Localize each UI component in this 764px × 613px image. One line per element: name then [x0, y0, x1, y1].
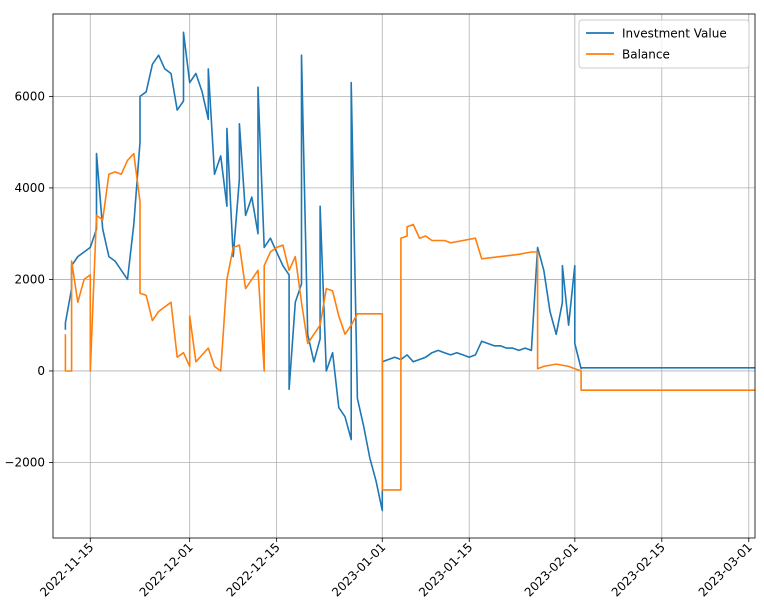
x-tick-label-0: 2022-11-15: [37, 540, 96, 599]
series-line-balance: [64, 152, 755, 491]
x-tick-label-4: 2023-01-15: [416, 540, 475, 599]
y-tick-label-1: 0: [37, 364, 45, 378]
y-tick-label-4: 6000: [14, 89, 45, 103]
legend: Investment Value Balance: [578, 19, 750, 69]
legend-frame: [578, 19, 750, 69]
legend-label-investment-value: Investment Value: [622, 27, 727, 41]
x-tick-label-6: 2023-02-15: [609, 540, 668, 599]
grid: [53, 14, 755, 538]
y-tick-label-3: 4000: [14, 181, 45, 195]
legend-label-balance: Balance: [622, 48, 670, 62]
x-tick-label-5: 2023-02-01: [522, 540, 581, 599]
axes-frame: [52, 13, 756, 539]
ticks: −2000 0 2000 4000 6000 2022-11-15 2022-12-01 20…: [4, 89, 755, 599]
series-line-investment-value: [64, 31, 755, 512]
y-tick-label-0: −2000: [4, 455, 45, 469]
y-tick-label-2: 2000: [14, 272, 45, 286]
x-tick-label-1: 2022-12-01: [137, 540, 196, 599]
series-layer: [64, 31, 755, 512]
x-tick-label-7: 2023-03-01: [696, 540, 755, 599]
x-tick-label-3: 2023-01-01: [329, 540, 388, 599]
x-tick-label-2: 2022-12-15: [224, 540, 283, 599]
